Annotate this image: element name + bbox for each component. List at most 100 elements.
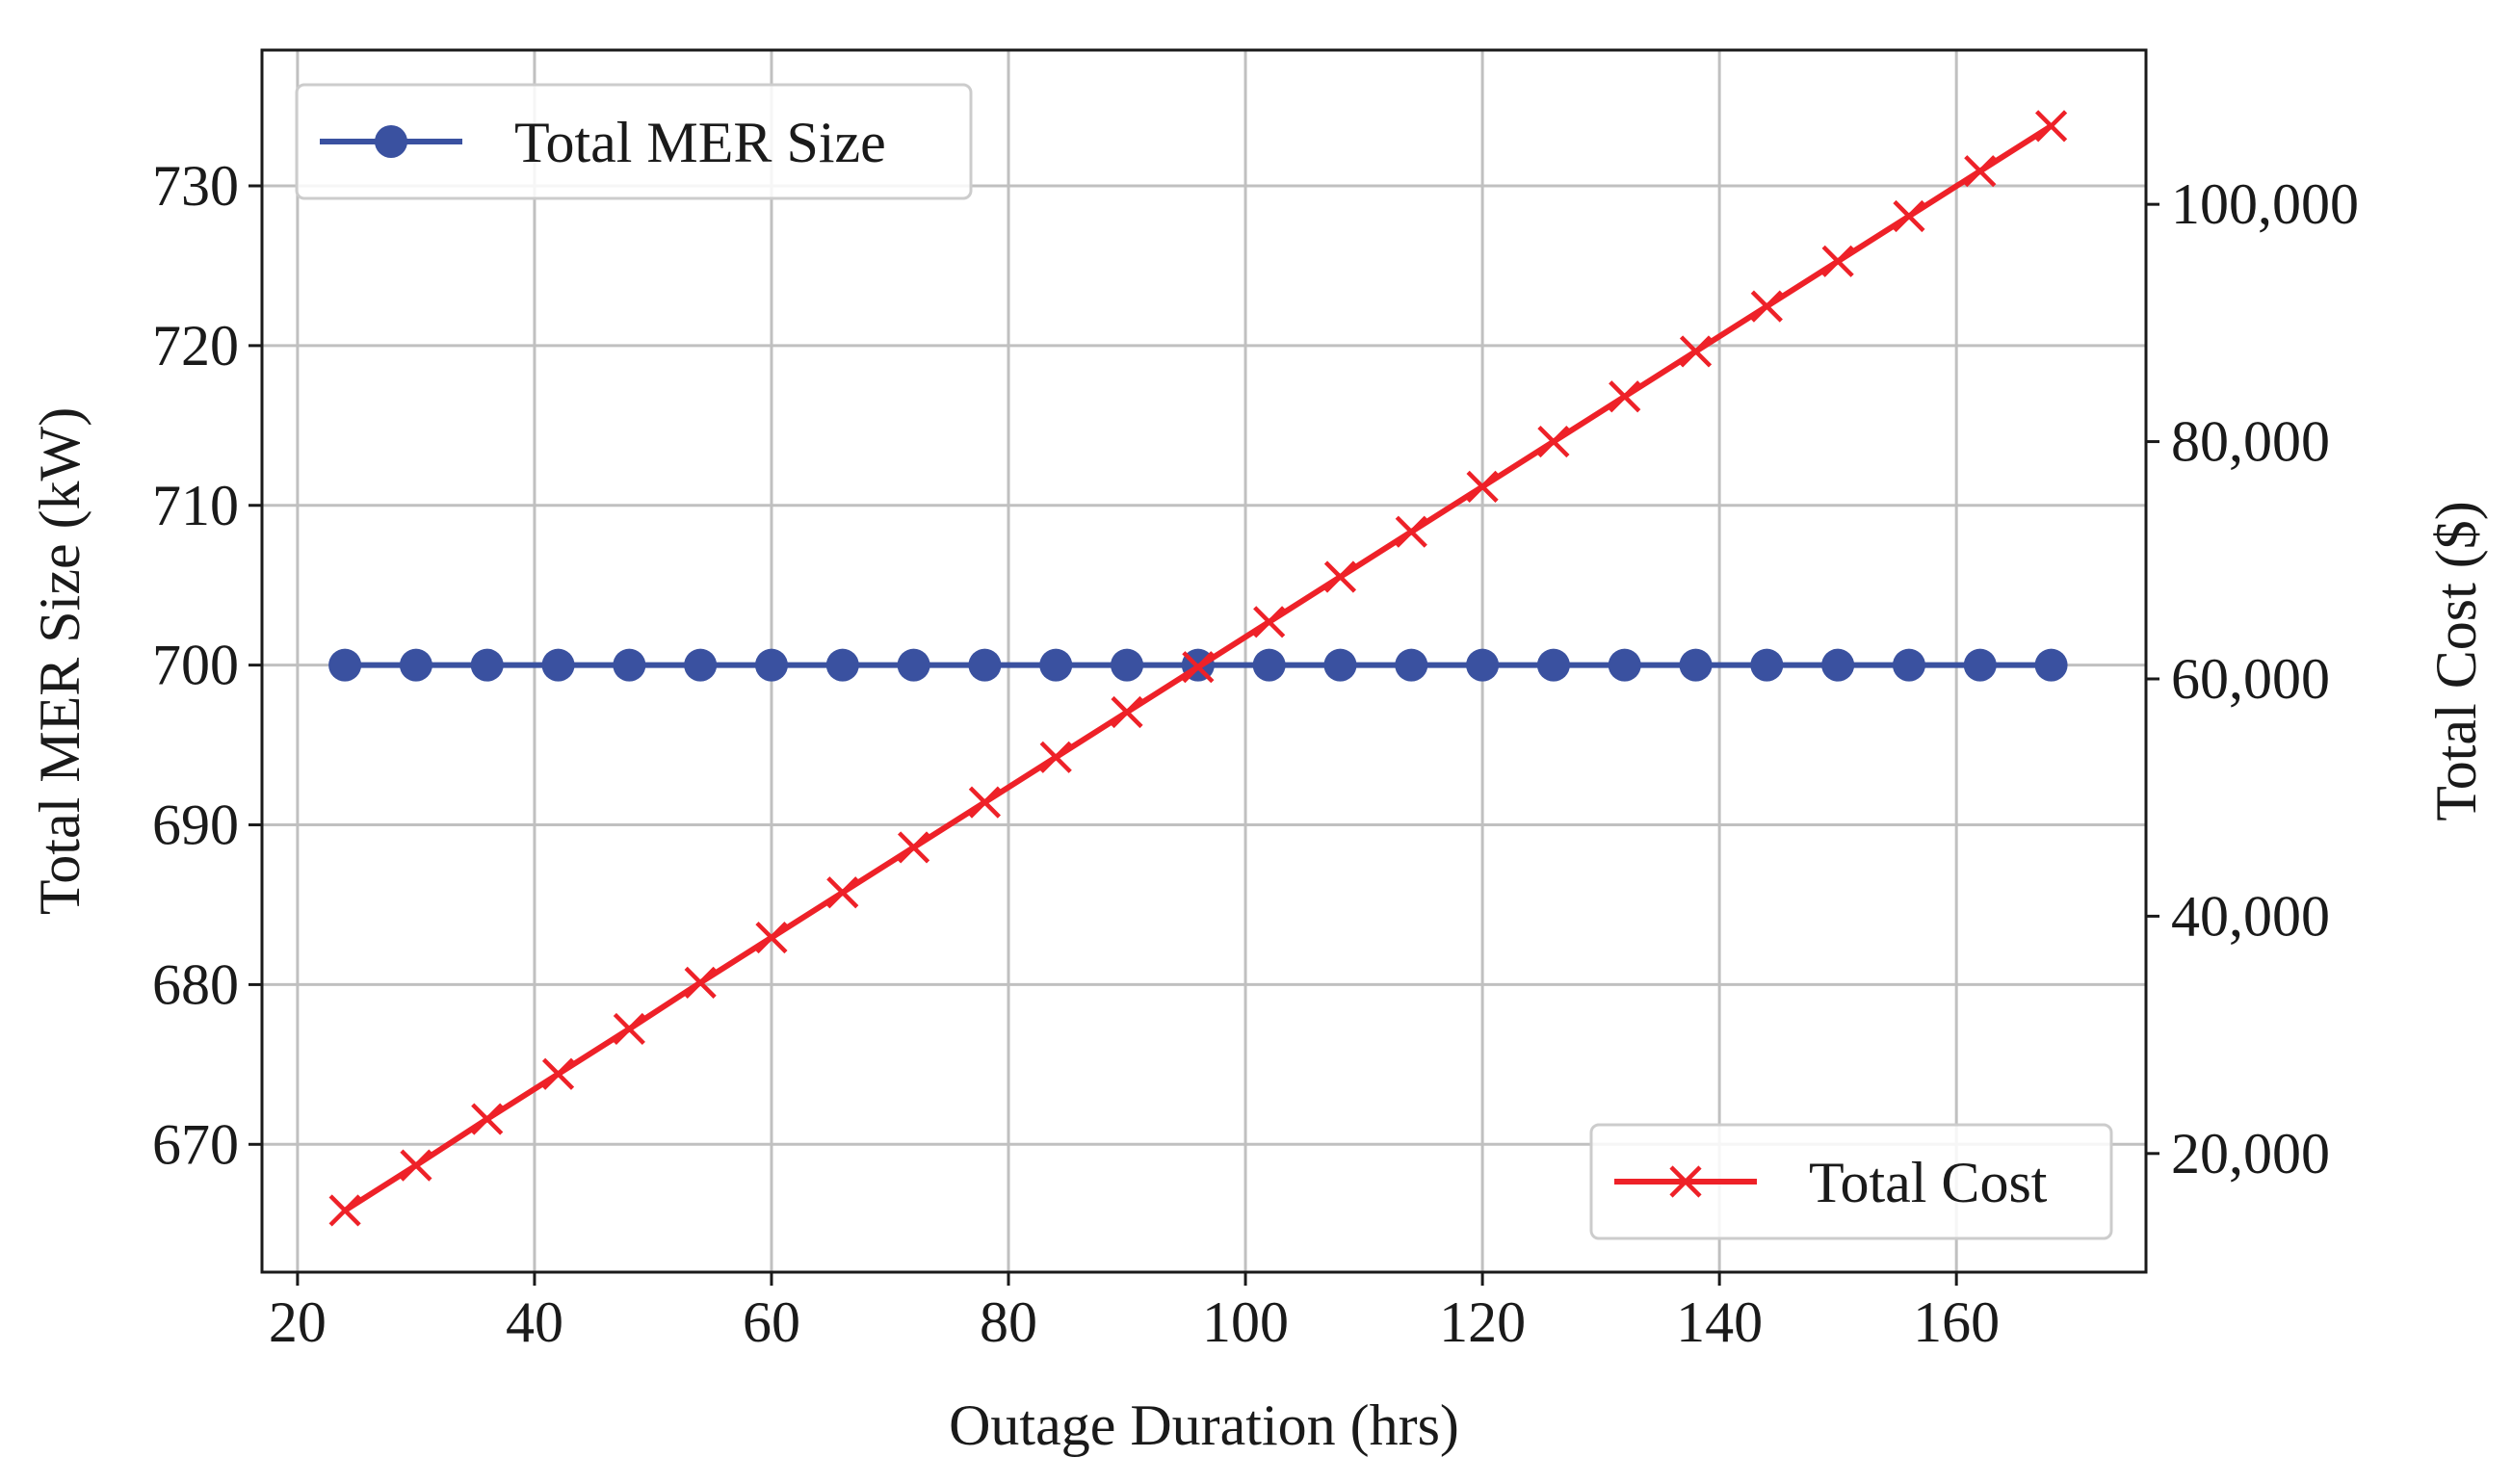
legend-marker [1669, 1165, 1702, 1198]
data-point [470, 648, 504, 682]
x-marker-stroke [1679, 335, 1713, 368]
legend-label-total-mer-size: Total MER Size [514, 111, 886, 174]
data-point [399, 648, 432, 682]
data-point [826, 876, 859, 909]
data-point [898, 831, 930, 864]
x-marker-stroke [898, 831, 930, 864]
data-point [825, 648, 859, 682]
data-point [541, 1057, 575, 1090]
x-marker-stroke [826, 876, 859, 909]
y-left-tick-label: 730 [152, 154, 239, 218]
data-point [471, 1103, 504, 1135]
legend-total-mer-size: Total MER Size [295, 83, 973, 200]
data-point [1679, 335, 1713, 368]
data-point [1893, 199, 1925, 233]
y-right-tick-label: 20,000 [2171, 1122, 2330, 1185]
x-marker-stroke [1323, 560, 1357, 593]
y-left-tick-label: 670 [152, 1112, 239, 1176]
x-marker-stroke [1466, 470, 1499, 503]
x-marker-stroke [1395, 515, 1427, 548]
data-point [1536, 648, 1570, 682]
x-marker-stroke [968, 786, 1002, 819]
data-point [1039, 741, 1072, 773]
data-point [1395, 515, 1427, 548]
data-point [1323, 560, 1357, 593]
data-point [1609, 380, 1641, 413]
x-marker-stroke [1821, 245, 1854, 277]
y-left-tick-label: 710 [152, 474, 239, 537]
y-left-tick-label: 720 [152, 314, 239, 378]
data-point [1253, 606, 1286, 638]
x-tick-label: 140 [1676, 1290, 1763, 1354]
data-point [1750, 290, 1783, 323]
x-marker-stroke [1669, 1165, 1702, 1198]
y-right-tick-label: 80,000 [2171, 410, 2330, 474]
data-point [2034, 110, 2068, 143]
x-tick-label: 60 [743, 1290, 800, 1354]
x-marker-stroke [2034, 110, 2068, 143]
x-tick-label: 100 [1202, 1290, 1289, 1354]
axes: 20 40 60 80 100 120 140 160 670 680 690 700 710 720 73… [152, 154, 2359, 1354]
legend-box [295, 83, 973, 200]
x-marker-stroke [1609, 380, 1641, 413]
data-point [897, 648, 930, 682]
legend-marker [375, 125, 407, 158]
data-point [1111, 648, 1144, 682]
data-point [1323, 648, 1357, 682]
data-point [541, 648, 575, 682]
data-point [1395, 648, 1428, 682]
x-marker-stroke [1893, 199, 1925, 233]
x-marker-stroke [613, 1012, 645, 1046]
data-point [1964, 155, 1997, 188]
data-point [1608, 648, 1641, 682]
data-point [968, 786, 1002, 819]
y-right-tick-label: 40,000 [2171, 884, 2330, 948]
data-point [968, 648, 1002, 682]
data-point [613, 648, 646, 682]
data-point [1252, 648, 1286, 682]
plot-frame [260, 48, 2148, 1274]
x-marker-stroke [1537, 425, 1570, 458]
data-point [400, 1149, 432, 1182]
x-marker-stroke [1182, 651, 1215, 684]
x-marker-stroke [1964, 155, 1997, 188]
data-point [1111, 695, 1143, 729]
data-point [1963, 648, 1997, 682]
legend-label-total-cost: Total Cost [1809, 1151, 2048, 1214]
legend-box [1589, 1123, 2113, 1240]
x-marker-stroke [1039, 741, 1072, 773]
legend-total-cost: Total Cost [1589, 1123, 2113, 1240]
data-point [1466, 648, 1500, 682]
data-point [328, 648, 362, 682]
data-point [2034, 648, 2068, 682]
x-axis-label: Outage Duration (hrs) [949, 1393, 1459, 1457]
data-point [684, 648, 718, 682]
data-point [684, 966, 717, 999]
x-tick-label: 160 [1913, 1290, 2000, 1354]
series-total-cost [328, 110, 2068, 1227]
data-point [1182, 651, 1215, 684]
y-left-tick-label: 700 [152, 634, 239, 697]
series-layer [328, 110, 2068, 1227]
y-left-tick-label: 680 [152, 952, 239, 1016]
x-marker-stroke [1750, 290, 1783, 323]
x-marker-stroke [755, 921, 788, 954]
x-marker-stroke [541, 1057, 575, 1090]
data-point [1821, 245, 1854, 277]
y-right-tick-label: 100,000 [2171, 172, 2359, 236]
data-point [1039, 648, 1073, 682]
data-point [1892, 648, 1925, 682]
x-tick-label: 120 [1439, 1290, 1526, 1354]
data-point [1821, 648, 1855, 682]
x-tick-label: 20 [269, 1290, 327, 1354]
data-point [755, 921, 788, 954]
data-point [328, 1194, 361, 1227]
data-point [613, 1012, 645, 1046]
data-point [1537, 425, 1570, 458]
x-marker-stroke [328, 1194, 361, 1227]
data-point [1750, 648, 1784, 682]
data-point [1466, 470, 1499, 503]
y-axis-left-label: Total MER Size (kW) [28, 407, 92, 915]
legend-swatch-total-mer-size [320, 125, 462, 158]
legend-swatch-total-cost [1614, 1165, 1757, 1198]
